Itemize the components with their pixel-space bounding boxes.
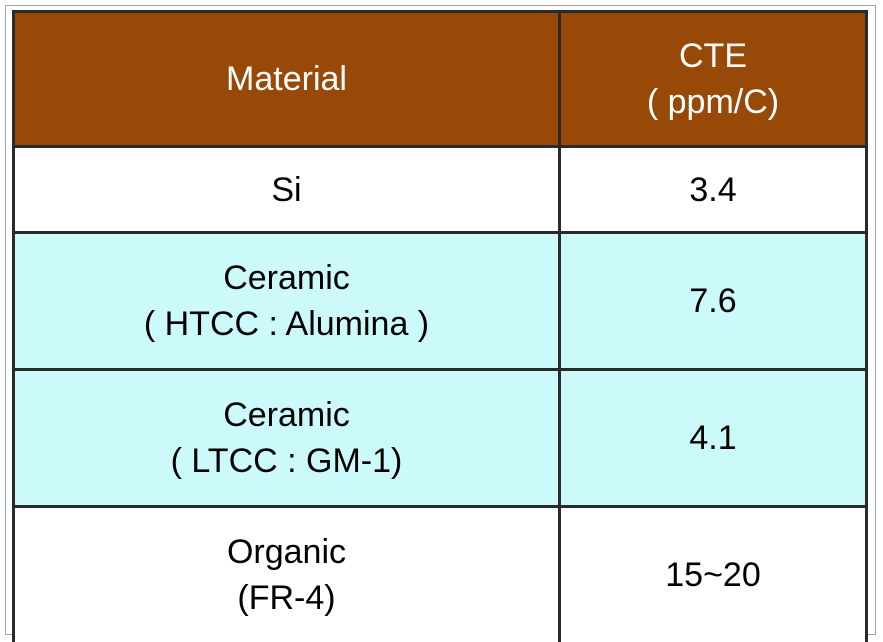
cell-text: 15~20: [665, 556, 761, 594]
table-cell: Ceramic ( LTCC : GM-1): [12, 368, 561, 508]
table-row: Si 3.4: [12, 145, 868, 234]
cell-text: 3.4: [689, 170, 737, 209]
cell-text: ( HTCC : Alumina ): [143, 305, 430, 343]
header-cell: Material: [12, 10, 561, 148]
cell-text: Si: [271, 170, 302, 209]
cell-text: (FR-4): [237, 579, 336, 617]
table-cell: 7.6: [558, 231, 868, 371]
table-row: Organic (FR-4) 15~20: [12, 505, 868, 642]
table-cell: 3.4: [558, 145, 868, 234]
table-cell: Organic (FR-4): [12, 505, 561, 642]
cell-text: 7.6: [689, 282, 737, 320]
header-row: Material CTE ( ppm/C): [12, 10, 868, 148]
cell-text: Ceramic: [223, 396, 350, 434]
cell-text: ( LTCC : GM-1): [170, 442, 403, 480]
table-cell: Si: [12, 145, 561, 234]
table-cell: Ceramic ( HTCC : Alumina ): [12, 231, 561, 371]
header-cell: CTE ( ppm/C): [558, 10, 868, 148]
cell-text: Organic: [226, 533, 347, 571]
table-cell: 15~20: [558, 505, 868, 642]
cell-text: Ceramic: [223, 259, 350, 297]
table-cell: 4.1: [558, 368, 868, 508]
cell-text: ( ppm/C): [646, 83, 780, 121]
cell-text: Material: [226, 60, 347, 98]
cell-text: CTE: [679, 37, 747, 75]
cell-text: 4.1: [689, 419, 737, 457]
table-row: Ceramic ( HTCC : Alumina ) 7.6: [12, 231, 868, 371]
table-row: Ceramic ( LTCC : GM-1) 4.1: [12, 368, 868, 508]
cte-table: Material CTE ( ppm/C) Si 3.4 Ceramic ( HTCC : …: [12, 10, 868, 642]
